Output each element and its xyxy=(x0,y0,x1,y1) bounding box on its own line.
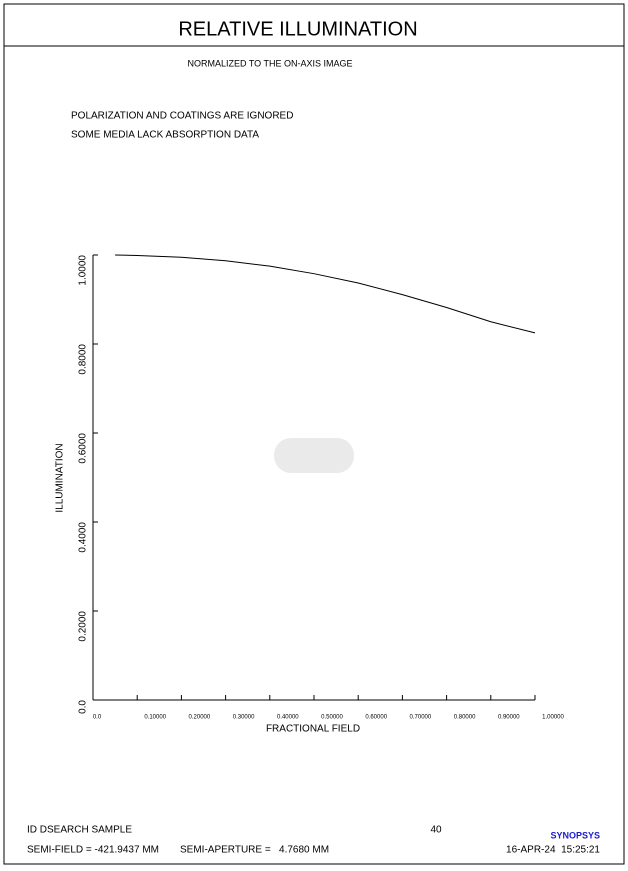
x-tick-label: 0.40000 xyxy=(277,715,299,721)
line-series xyxy=(115,254,536,334)
x-tick-label: 0.60000 xyxy=(365,715,387,721)
annotation: POLARIZATION AND COATINGS ARE IGNORED xyxy=(71,111,293,122)
annotation: SOME MEDIA LACK ABSORPTION DATA xyxy=(71,130,259,141)
y-tick-label: 0.2000 xyxy=(78,611,89,642)
x-tick-label: 0.30000 xyxy=(233,715,255,721)
subtitle: NORMALIZED TO THE ON-AXIS IMAGE xyxy=(187,58,352,68)
y-tick-label: 1.0000 xyxy=(78,255,89,286)
footer-id: ID DSEARCH SAMPLE xyxy=(27,825,132,836)
footer-semi-field: SEMI-FIELD = -421.9437 MM xyxy=(27,845,159,856)
y-axis-label: ILLUMINATION xyxy=(55,443,66,512)
x-tick-label: 0.80000 xyxy=(454,715,476,721)
x-tick-label: 0.10000 xyxy=(144,715,166,721)
x-tick-label: 0.70000 xyxy=(410,715,432,721)
footer-page: 40 xyxy=(430,825,442,836)
chart-title: RELATIVE ILLUMINATION xyxy=(178,18,417,40)
y-tick-label: 0.6000 xyxy=(78,433,89,464)
y-tick-label: 0.4000 xyxy=(78,522,89,553)
page-border xyxy=(3,3,625,865)
y-tick-label: 0.8000 xyxy=(78,344,89,375)
x-tick-label: 0.90000 xyxy=(498,715,520,721)
footer-date: 16-APR-24 15:25:21 xyxy=(506,845,600,856)
footer-semi-aperture: SEMI-APERTURE = 4.7680 MM xyxy=(180,845,329,856)
x-tick-label: 0.20000 xyxy=(189,715,211,721)
y-tick-label: 0.0 xyxy=(78,700,89,714)
footer-logo: SYNOPSYS xyxy=(550,830,600,840)
x-tick-label: 0.50000 xyxy=(321,715,343,721)
x-tick-label: 0.0 xyxy=(93,715,102,721)
x-axis-label: FRACTIONAL FIELD xyxy=(266,724,360,735)
x-tick-label: 1.00000 xyxy=(542,715,564,721)
page-indicator xyxy=(274,438,354,473)
